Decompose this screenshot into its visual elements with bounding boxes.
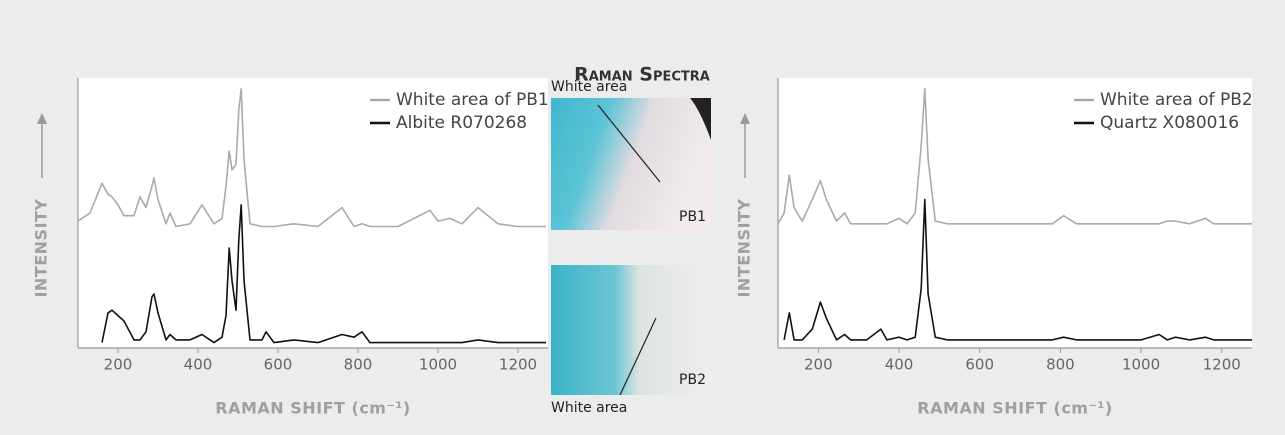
legend-label: White area of PB1 [396,90,549,110]
x-tick-label: 1000 [1122,356,1160,374]
plot-area [778,78,1252,348]
y-arrow-head [740,113,750,124]
y-axis-label: INTENSITY [32,198,51,297]
photo-label: White area [551,79,627,95]
y-axis-label: INTENSITY [735,198,754,297]
x-tick-label: 400 [184,356,213,374]
legend-label: Albite R070268 [396,113,527,133]
figure-title: Raman Spectra [574,64,710,86]
x-tick-label: 1200 [499,356,537,374]
x-tick-label: 1000 [419,356,457,374]
x-tick-label: 800 [1046,356,1075,374]
x-tick-label: 600 [264,356,293,374]
photo-tag: PB2 [679,372,706,388]
spectrum-line [777,88,1252,225]
spectrum-line [77,88,546,228]
photo-pb1 [551,98,711,230]
photo-tag: PB1 [679,209,706,225]
x-tick-label: 800 [344,356,373,374]
y-arrow-head [37,113,47,124]
legend-label: Quartz X080016 [1100,113,1239,133]
x-tick-label: 1200 [1203,356,1241,374]
x-axis-label: RAMAN SHIFT (cm⁻¹) [215,399,410,418]
photo-edge [690,98,711,140]
photo-label: White area [551,400,627,416]
x-tick-label: 200 [104,356,133,374]
x-axis-label: RAMAN SHIFT (cm⁻¹) [917,399,1112,418]
legend-label: White area of PB2 [1100,90,1253,110]
x-tick-label: 600 [965,356,994,374]
spectrum-line [101,204,546,344]
pointer [619,317,657,396]
x-tick-label: 400 [885,356,914,374]
photo-pb2 [551,265,711,395]
spectrum-line [783,198,1252,341]
pointer [597,104,661,183]
x-tick-label: 200 [804,356,833,374]
